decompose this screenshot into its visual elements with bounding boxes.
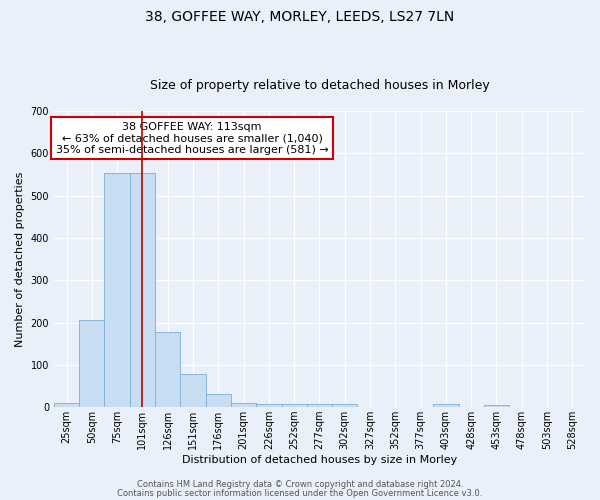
Text: Contains HM Land Registry data © Crown copyright and database right 2024.: Contains HM Land Registry data © Crown c…	[137, 480, 463, 489]
Text: 38 GOFFEE WAY: 113sqm
← 63% of detached houses are smaller (1,040)
35% of semi-d: 38 GOFFEE WAY: 113sqm ← 63% of detached …	[56, 122, 328, 155]
X-axis label: Distribution of detached houses by size in Morley: Distribution of detached houses by size …	[182, 455, 457, 465]
Bar	[130, 174, 155, 407]
Bar	[307, 404, 332, 407]
Bar	[484, 405, 509, 407]
Bar	[181, 374, 206, 407]
Title: Size of property relative to detached houses in Morley: Size of property relative to detached ho…	[149, 79, 490, 92]
Bar	[231, 403, 256, 407]
Text: 38, GOFFEE WAY, MORLEY, LEEDS, LS27 7LN: 38, GOFFEE WAY, MORLEY, LEEDS, LS27 7LN	[145, 10, 455, 24]
Bar	[256, 404, 281, 407]
Bar	[281, 404, 307, 407]
Bar	[79, 320, 104, 407]
Bar	[54, 403, 79, 407]
Bar	[155, 332, 181, 407]
Bar	[206, 394, 231, 407]
Bar	[332, 404, 358, 407]
Bar	[104, 174, 130, 407]
Y-axis label: Number of detached properties: Number of detached properties	[15, 172, 25, 347]
Text: Contains public sector information licensed under the Open Government Licence v3: Contains public sector information licen…	[118, 488, 482, 498]
Bar	[433, 404, 458, 407]
